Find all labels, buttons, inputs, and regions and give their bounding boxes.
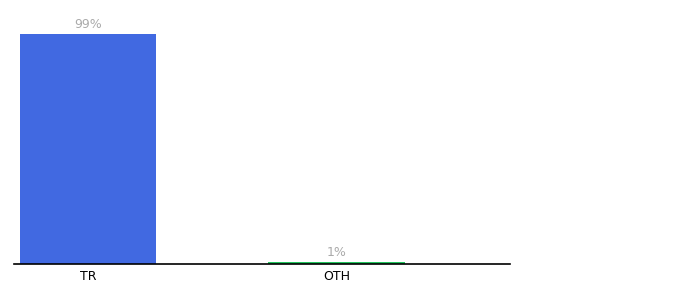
Text: 99%: 99% — [74, 18, 102, 31]
Bar — [20, 34, 156, 264]
Text: 1%: 1% — [326, 246, 346, 259]
Bar — [268, 262, 405, 264]
